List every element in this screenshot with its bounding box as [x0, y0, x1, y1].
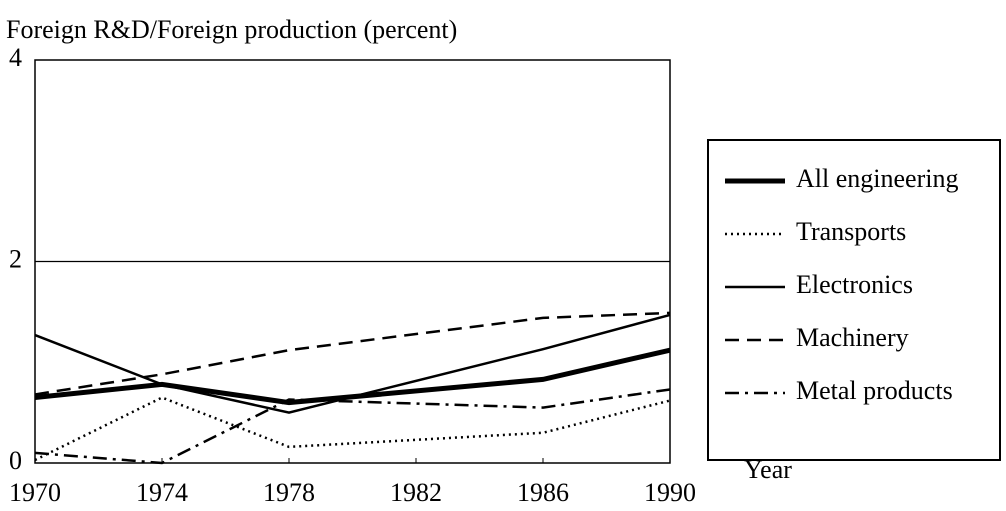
x-tick-label: 1990 — [644, 478, 696, 507]
y-tick-label: 4 — [9, 43, 22, 72]
legend-label: Electronics — [796, 270, 913, 299]
series-line — [34, 311, 671, 396]
series-line — [34, 388, 671, 465]
series-line — [34, 396, 671, 462]
legend-label: Transports — [796, 217, 906, 246]
legend-box — [707, 139, 1001, 461]
x-tick-label: 1982 — [390, 478, 442, 507]
legend-label: All engineering — [796, 164, 958, 193]
legend-label: Metal products — [796, 376, 953, 405]
series-line — [34, 313, 671, 414]
chart-title: Foreign R&D/Foreign production (percent) — [6, 15, 457, 44]
x-tick-label: 1978 — [263, 478, 315, 507]
x-tick-label: 1974 — [136, 478, 188, 507]
y-tick-label: 2 — [9, 244, 22, 273]
x-tick-label: 1970 — [9, 478, 61, 507]
y-tick-label: 0 — [9, 446, 22, 475]
legend-label: Machinery — [796, 323, 909, 352]
series-line — [34, 347, 671, 406]
x-tick-label: 1986 — [517, 478, 569, 507]
